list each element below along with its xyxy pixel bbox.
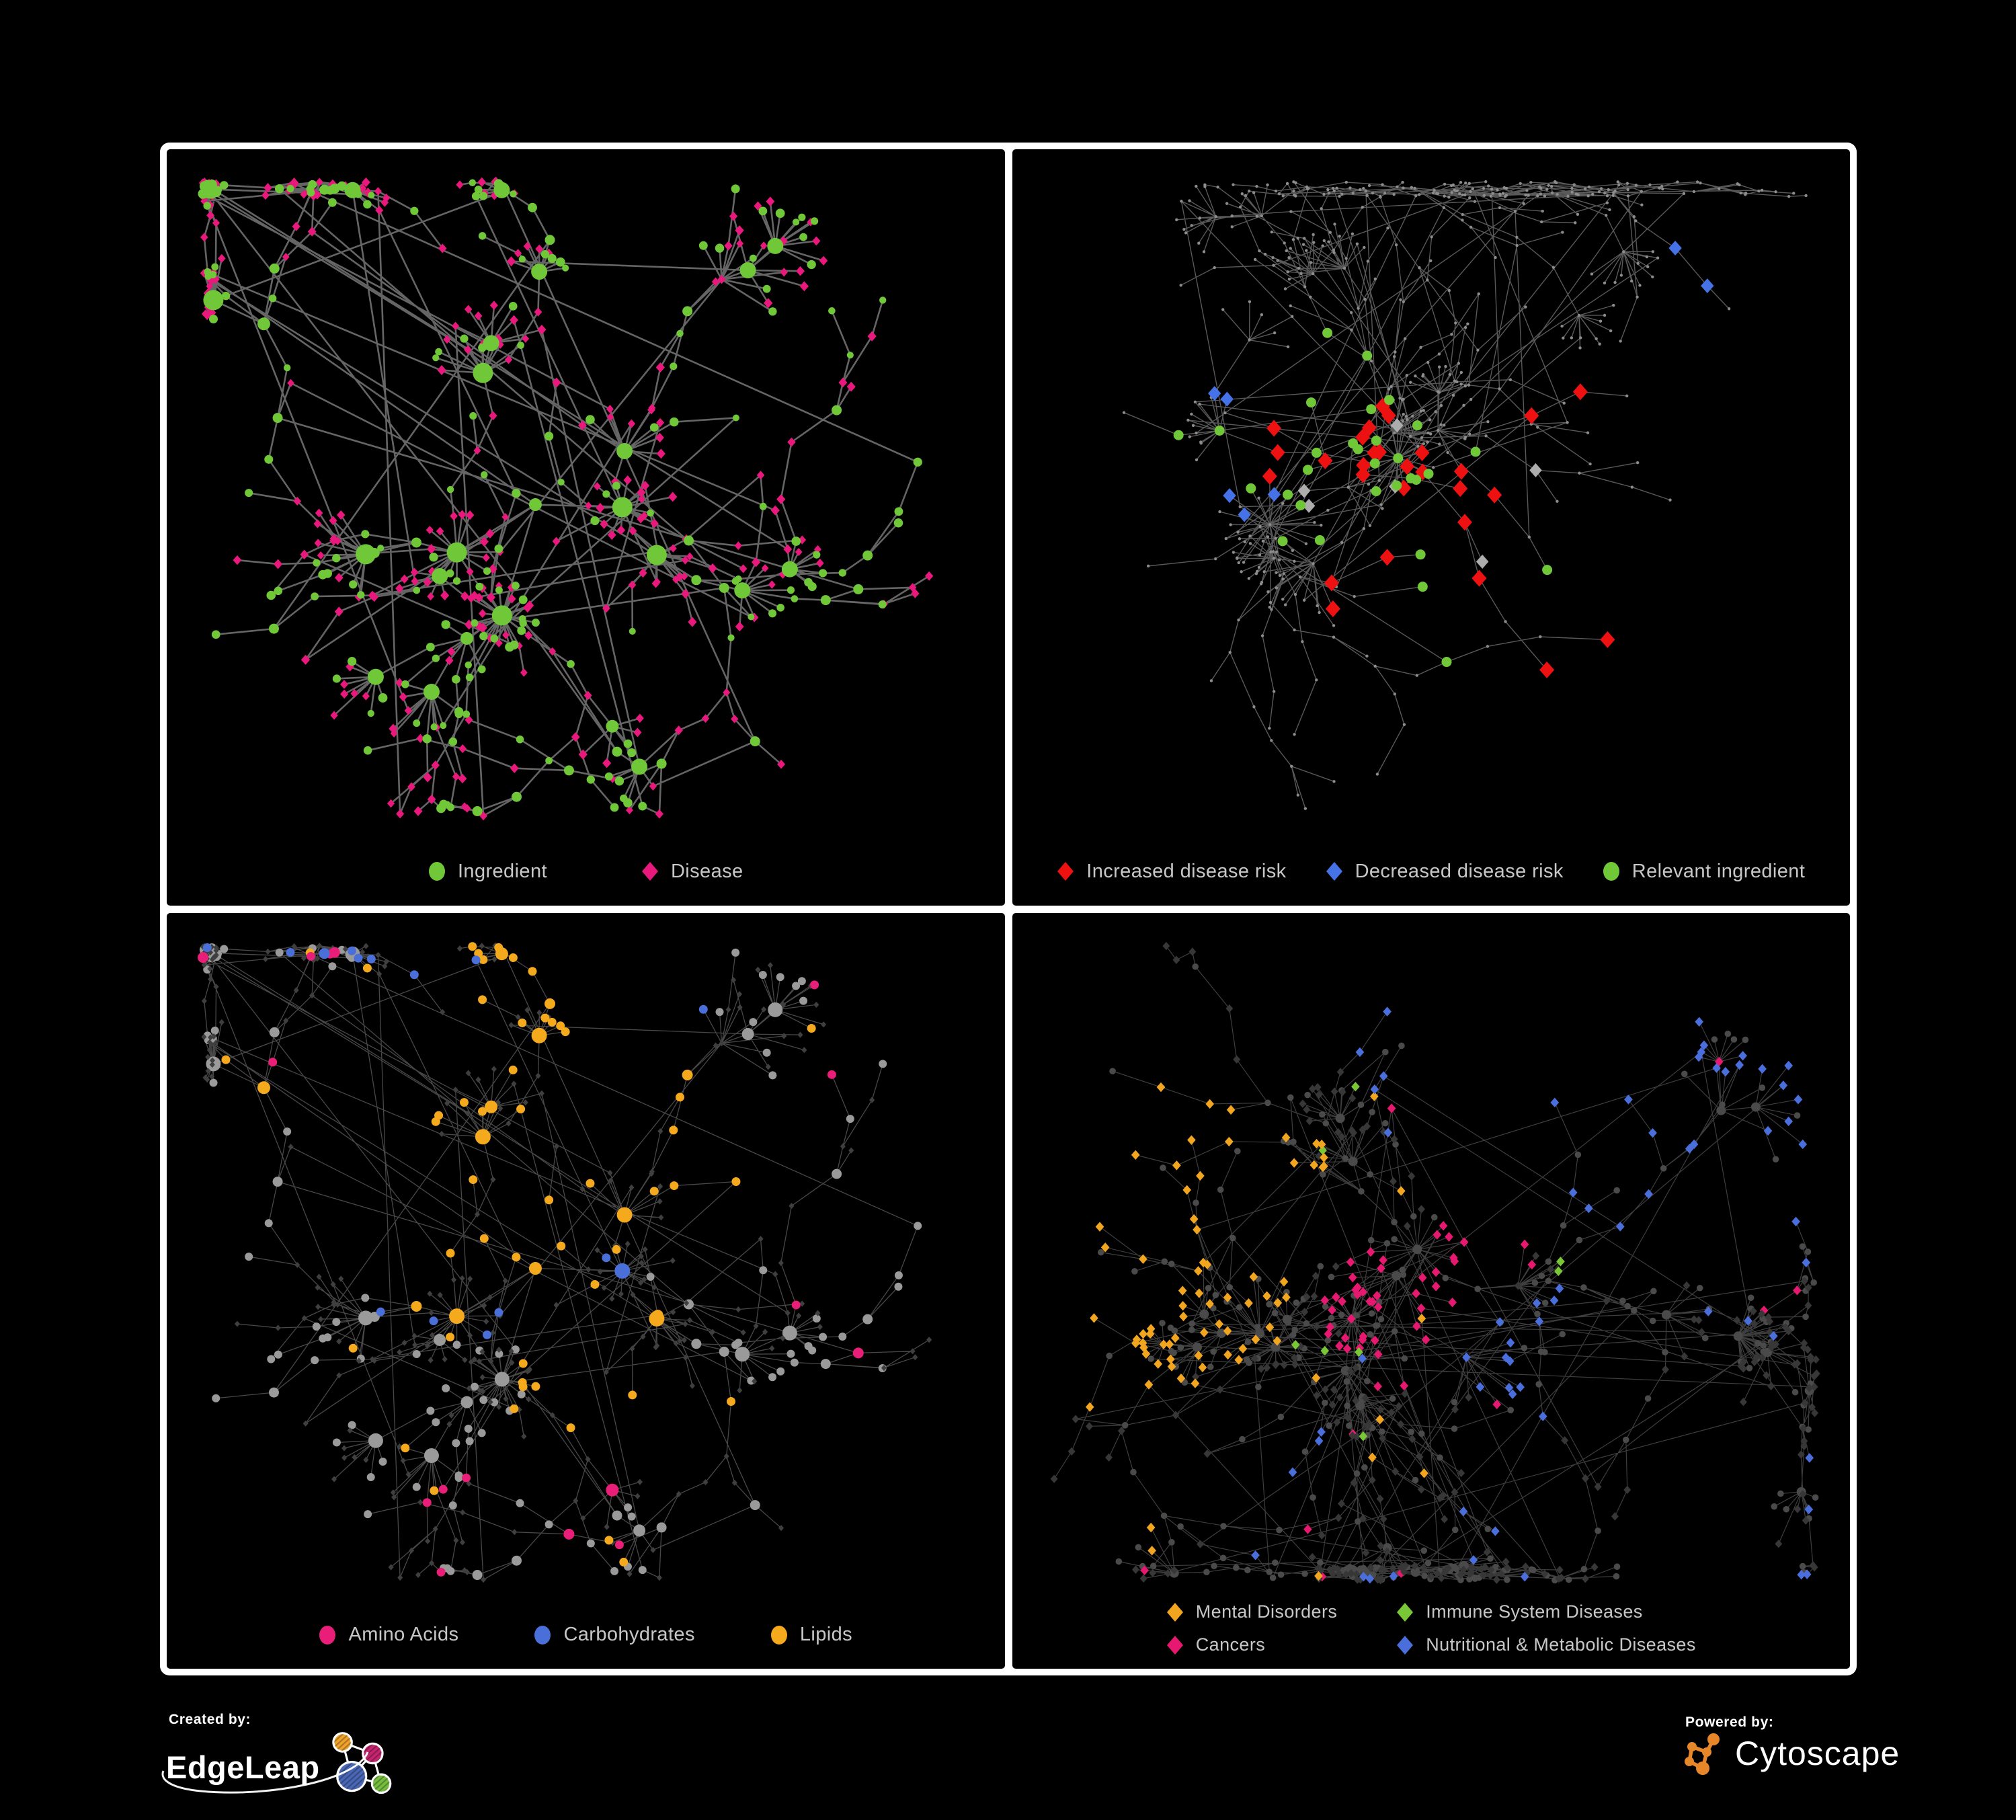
legend-item-nutritional-metabolic-diseases: Nutritional & Metabolic Diseases bbox=[1396, 1634, 1695, 1655]
legend-item-disease: Disease bbox=[641, 861, 743, 883]
immune-system-diseases-diamond-icon bbox=[1397, 1602, 1414, 1622]
panel-disease-categories-network: Mental Disorders Immune System Diseases Ca… bbox=[1012, 912, 1850, 1669]
nutrients-network-graph bbox=[198, 941, 932, 1583]
nutritional-metabolic-diseases-diamond-icon bbox=[1397, 1635, 1414, 1655]
decreased-disease-risk-diamond-icon bbox=[1326, 862, 1342, 881]
increased-disease-risk-diamond-icon bbox=[1057, 862, 1074, 881]
legend-ingredient-disease: Ingredient Disease bbox=[167, 861, 1005, 883]
amino-acids-label: Amino Acids bbox=[348, 1624, 459, 1645]
lipids-circle-icon bbox=[770, 1625, 787, 1645]
cancers-label: Cancers bbox=[1195, 1634, 1266, 1655]
cytoscape-logo bbox=[1685, 1733, 1720, 1775]
edgeleap-wordmark: EdgeLeap bbox=[166, 1749, 320, 1785]
carbohydrates-label: Carbohydrates bbox=[563, 1624, 695, 1645]
lipids-label: Lipids bbox=[799, 1624, 853, 1645]
panel-nutrients-network: Amino Acids Carbohydrates Lipids bbox=[167, 912, 1005, 1669]
relevant-ingredient-circle-icon bbox=[1603, 862, 1619, 881]
legend-item-decreased-disease-risk: Decreased disease risk bbox=[1326, 861, 1564, 883]
nutritional-metabolic-diseases-label: Nutritional & Metabolic Diseases bbox=[1426, 1634, 1696, 1655]
legend-disease-risk: Increased disease risk Decreased disease … bbox=[1012, 861, 1851, 883]
panel-grid: Ingredient Disease Increased disease risk… bbox=[160, 143, 1857, 1675]
edgeleap-attribution: Created by: EdgeLeap bbox=[161, 1712, 397, 1805]
disease-label: Disease bbox=[670, 860, 743, 882]
cancers-diamond-icon bbox=[1166, 1635, 1183, 1655]
legend-item-mental-disorders: Mental Disorders bbox=[1166, 1601, 1337, 1622]
ingredient-circle-icon bbox=[428, 862, 445, 881]
legend-item-ingredient: Ingredient bbox=[428, 861, 547, 883]
legend-item-cancers: Cancers bbox=[1166, 1634, 1337, 1655]
amino-acids-circle-icon bbox=[319, 1625, 336, 1645]
legend-item-immune-system-diseases: Immune System Diseases bbox=[1396, 1601, 1695, 1622]
decreased-disease-risk-label: Decreased disease risk bbox=[1355, 860, 1564, 882]
carbohydrates-circle-icon bbox=[534, 1625, 551, 1645]
panel-ingredient-disease-network: Ingredient Disease bbox=[167, 149, 1005, 906]
ingredient-disease-network-graph bbox=[198, 177, 934, 821]
legend-item-carbohydrates: Carbohydrates bbox=[534, 1624, 694, 1646]
disease-risk-network-graph bbox=[1122, 180, 1808, 810]
relevant-ingredient-label: Relevant ingredient bbox=[1631, 860, 1806, 882]
edgeleap-logo bbox=[331, 1732, 391, 1794]
legend-item-relevant-ingredient: Relevant ingredient bbox=[1603, 861, 1805, 883]
powered-by-label: Powered by: bbox=[1685, 1714, 1774, 1730]
legend-item-lipids: Lipids bbox=[770, 1624, 852, 1646]
panel-disease-risk-network: Increased disease risk Decreased disease … bbox=[1012, 149, 1851, 906]
immune-system-diseases-label: Immune System Diseases bbox=[1426, 1601, 1643, 1622]
legend-item-amino-acids: Amino Acids bbox=[319, 1624, 458, 1646]
disease-diamond-icon bbox=[641, 862, 658, 881]
ingredient-label: Ingredient bbox=[457, 860, 547, 882]
mental-disorders-label: Mental Disorders bbox=[1195, 1601, 1338, 1622]
disease-categories-network-graph bbox=[1050, 941, 1820, 1585]
legend-disease-categories: Mental Disorders Immune System Diseases Ca… bbox=[1166, 1601, 1696, 1655]
increased-disease-risk-label: Increased disease risk bbox=[1086, 860, 1287, 882]
created-by-label: Created by: bbox=[169, 1712, 251, 1727]
legend-item-increased-disease-risk: Increased disease risk bbox=[1057, 861, 1286, 883]
mental-disorders-diamond-icon bbox=[1166, 1602, 1183, 1622]
legend-nutrients: Amino Acids Carbohydrates Lipids bbox=[167, 1624, 1005, 1646]
cytoscape-wordmark: Cytoscape bbox=[1735, 1735, 1900, 1772]
cytoscape-attribution: Powered by: Cytoscape bbox=[1683, 1714, 1900, 1775]
